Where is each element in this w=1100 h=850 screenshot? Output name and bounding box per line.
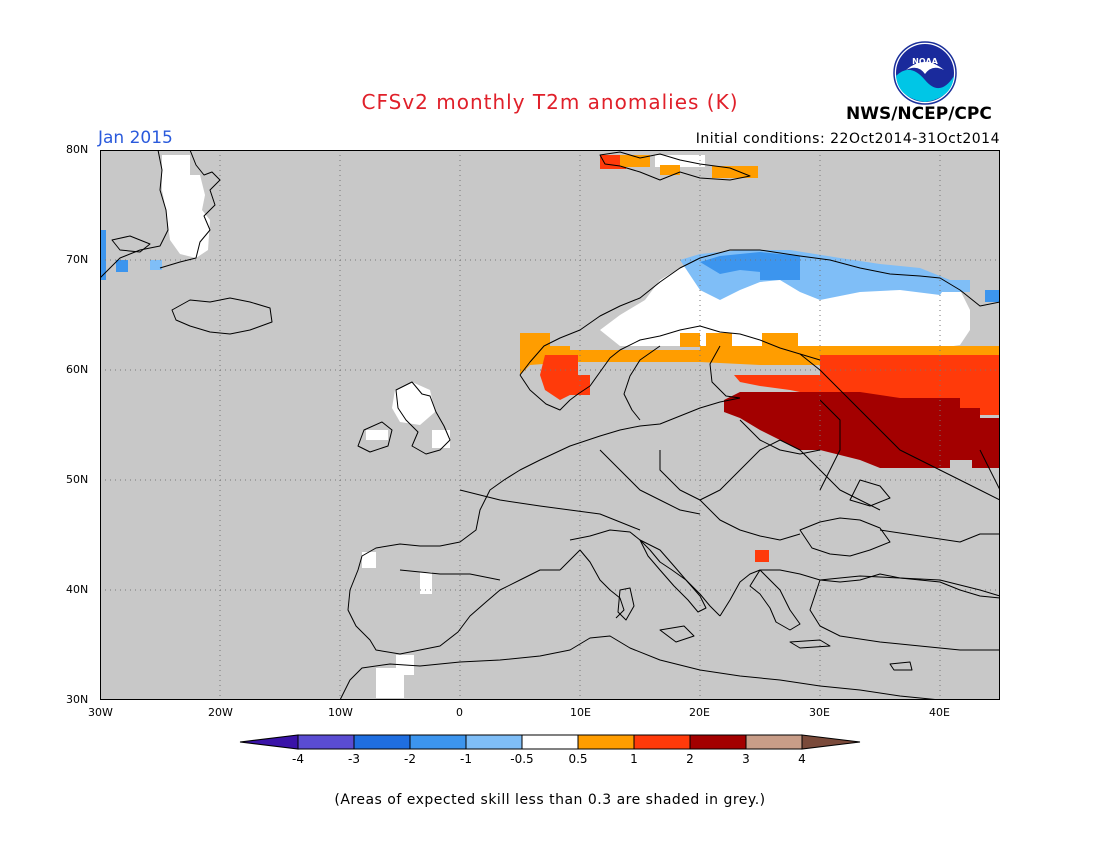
graticule xyxy=(100,150,1000,700)
colorbar-arrow-high xyxy=(801,734,861,750)
lon-label: 30E xyxy=(809,706,830,719)
colorbar xyxy=(239,734,861,750)
anomaly-shading xyxy=(100,155,1000,698)
lat-label: 60N xyxy=(66,363,89,376)
colorbar-box xyxy=(353,734,411,750)
agency-label: NWS/NCEP/CPC xyxy=(846,104,992,124)
initial-conditions: Initial conditions: 22Oct2014-31Oct2014 xyxy=(695,131,1000,147)
colorbar-box xyxy=(465,734,523,750)
lon-label: 0 xyxy=(456,706,463,719)
colorbar-tick-label: 0.5 xyxy=(568,752,588,766)
lat-label: 40N xyxy=(66,583,89,596)
anomaly-map xyxy=(100,150,1000,700)
colorbar-tick-label: 2 xyxy=(686,752,694,766)
colorbar-box xyxy=(297,734,355,750)
lat-label: 50N xyxy=(66,473,89,486)
svg-text:NOAA: NOAA xyxy=(912,57,938,66)
colorbar-box xyxy=(689,734,747,750)
lat-label: 30N xyxy=(66,693,89,706)
colorbar-tick-label: -4 xyxy=(292,752,304,766)
colorbar-box xyxy=(409,734,467,750)
colorbar-tick-label: 1 xyxy=(630,752,638,766)
colorbar-box xyxy=(745,734,803,750)
noaa-logo: NOAA xyxy=(893,41,957,105)
chart-title: CFSv2 monthly T2m anomalies (K) xyxy=(361,90,739,114)
lon-label: 10E xyxy=(570,706,591,719)
colorbar-box xyxy=(521,734,579,750)
lon-label: 30W xyxy=(88,706,113,719)
colorbar-tick-label: -0.5 xyxy=(510,752,534,766)
lat-label: 80N xyxy=(66,143,89,156)
lon-label: 20W xyxy=(208,706,233,719)
coastlines xyxy=(100,150,1000,700)
colorbar-tick-label: -2 xyxy=(404,752,416,766)
forecast-period: Jan 2015 xyxy=(98,128,173,148)
colorbar-tick-label: -3 xyxy=(348,752,360,766)
colorbar-arrow-low xyxy=(239,734,299,750)
colorbar-tick-label: -1 xyxy=(460,752,472,766)
colorbar-tick-label: 3 xyxy=(742,752,750,766)
lat-label: 70N xyxy=(66,253,89,266)
footnote: (Areas of expected skill less than 0.3 a… xyxy=(334,792,766,808)
lon-label: 10W xyxy=(328,706,353,719)
lon-label: 20E xyxy=(689,706,710,719)
colorbar-box xyxy=(577,734,635,750)
colorbar-box xyxy=(633,734,691,750)
lon-label: 40E xyxy=(929,706,950,719)
colorbar-tick-label: 4 xyxy=(798,752,806,766)
